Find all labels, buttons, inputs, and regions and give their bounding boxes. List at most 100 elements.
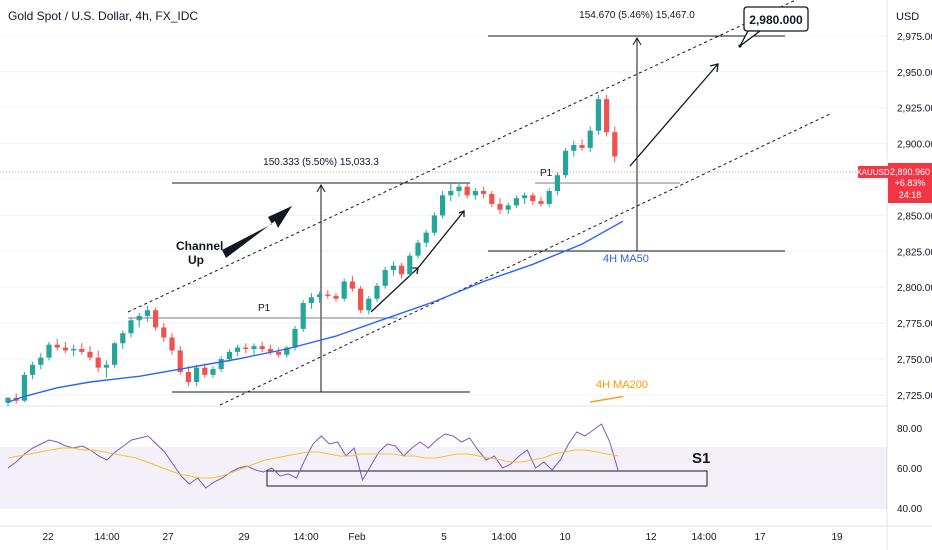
price-tick-label: 2,775.000	[897, 319, 932, 330]
candle-body	[284, 347, 290, 355]
candle	[161, 323, 167, 342]
candle-body	[604, 99, 610, 133]
ma50-line	[7, 220, 624, 403]
candle-body	[218, 359, 224, 370]
candle	[489, 191, 495, 207]
candle-body	[276, 351, 282, 355]
price-tick-label: 2,825.000	[897, 247, 932, 258]
candle-body	[341, 281, 347, 299]
candle-body	[448, 191, 454, 196]
candle-body	[202, 367, 208, 375]
time-tick-label: 14:00	[293, 532, 318, 543]
candle-body	[325, 294, 331, 296]
candle-body	[530, 195, 536, 202]
last-price-badge: 2,890.960+6.83% 24:18 XAUUSD	[856, 163, 932, 203]
candle	[202, 363, 208, 378]
candle	[530, 192, 536, 206]
price-tick-label: 2,900.000	[897, 140, 932, 151]
candle-body	[46, 344, 52, 358]
symbol-title: Gold Spot / U.S. Dollar, 4h, FX_IDC	[8, 9, 199, 23]
measure-left-arrowhead	[316, 183, 326, 193]
rsi-line	[7, 423, 619, 489]
fractal-arrow-2-head	[458, 210, 465, 217]
candle-body	[522, 195, 528, 199]
time-tick-label: 14:00	[491, 532, 516, 543]
candle-body	[161, 327, 167, 338]
s1-support-box[interactable]	[266, 470, 708, 487]
channel-upper-line[interactable]	[127, 0, 800, 313]
rsi-band	[0, 447, 887, 509]
pivot-label-left: P1	[258, 303, 271, 314]
candle	[79, 343, 85, 355]
time-tick-label: 17	[754, 532, 766, 543]
candle	[185, 366, 191, 387]
badge-countdown: 24:18	[899, 190, 922, 200]
candle	[71, 344, 77, 357]
candle	[235, 344, 241, 357]
candle	[554, 172, 560, 196]
candle	[358, 285, 364, 314]
candle-body	[251, 346, 257, 349]
candle-body	[120, 333, 126, 344]
candle	[472, 188, 478, 200]
candle-body	[71, 348, 77, 351]
candle	[30, 361, 36, 380]
candle-body	[185, 371, 191, 383]
candle	[349, 275, 355, 292]
candle	[218, 356, 224, 372]
time-tick-label: 12	[645, 532, 657, 543]
measure-mid-label: 150.333 (5.50%) 15,033.3	[263, 157, 379, 168]
candle-body	[210, 369, 216, 375]
candle	[513, 195, 519, 209]
candle	[87, 346, 93, 361]
candle-body	[333, 295, 339, 299]
symbol-tag-background	[858, 166, 888, 178]
candle-body	[415, 242, 421, 256]
candle	[604, 94, 610, 137]
price-tick-label: 2,725.000	[897, 391, 932, 402]
candle-body	[464, 186, 470, 196]
ma200-line	[590, 395, 624, 403]
candle-body	[235, 347, 241, 352]
candle-body	[54, 344, 60, 348]
fractal-arrow-2[interactable]	[417, 210, 465, 269]
price-tick-label: 2,800.000	[897, 283, 932, 294]
candle	[440, 191, 446, 219]
candle	[546, 188, 552, 207]
candle-body	[95, 357, 101, 368]
target-callout-box[interactable]	[743, 6, 809, 32]
candle-body	[243, 347, 249, 349]
target-callout-pointer	[739, 30, 761, 47]
candle	[103, 360, 109, 378]
time-tick-label: 19	[831, 532, 843, 543]
channel-lower-line[interactable]	[219, 112, 833, 406]
measure-right-arrowhead	[632, 36, 642, 46]
candle-body	[374, 285, 380, 299]
candle-body	[513, 198, 519, 206]
candle-body	[399, 265, 405, 275]
candle	[144, 305, 150, 322]
price-tick-label: 2,750.000	[897, 355, 932, 366]
channel-label-line1: Channel	[176, 239, 223, 253]
series	[5, 94, 624, 489]
candle	[464, 183, 470, 199]
candle	[423, 229, 429, 248]
candle-body	[317, 294, 323, 298]
candle-body	[5, 397, 11, 403]
channel-up-arrow	[222, 206, 292, 258]
rsi-tick-label: 40.00	[897, 504, 922, 515]
candle-body	[169, 337, 175, 351]
badge-background	[888, 163, 932, 203]
candle	[276, 347, 282, 358]
candle	[497, 198, 503, 214]
time-tick-label: 27	[162, 532, 174, 543]
candle-body	[587, 130, 593, 148]
projection-arrow[interactable]	[629, 63, 719, 167]
candle	[374, 282, 380, 302]
time-tick-label: 22	[42, 532, 54, 543]
candle	[284, 346, 290, 358]
candle-body	[546, 191, 552, 204]
candle	[333, 292, 339, 302]
